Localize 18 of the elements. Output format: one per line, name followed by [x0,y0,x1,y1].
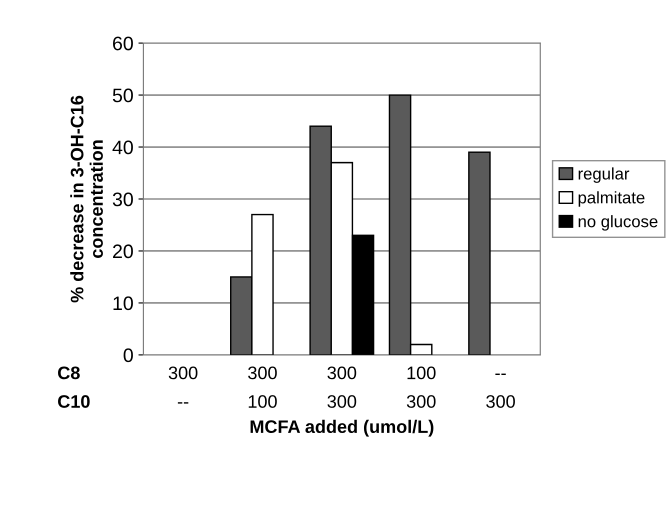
y-tick-label: 0 [124,348,133,362]
text: C8 C10 [58,366,90,408]
y-tick-label: 30 [112,192,133,206]
legend-label: palmitate [578,191,644,207]
y-tick-label: 60 [113,36,133,50]
x-axis-title: MCFA added (umol/L) [250,420,434,437]
category-label: 300 -- [168,366,198,404]
y-tick-label: 10 [114,296,133,310]
x-tick-label: 300 100 [248,366,277,408]
y-tick-label: 40 [112,140,133,154]
legend-label: no glucose [578,215,658,231]
y-axis-title: % decrease in 3-OH-C16 concentration [70,96,103,302]
y-tick-label: 20 [113,244,133,258]
y-tick-label: 50 [112,88,133,102]
x-tick-label: 300 300 [327,366,356,408]
x-tick-label: 100 300 [406,366,436,408]
legend-label: regular [578,167,630,183]
x-tick-label: -- 300 [486,374,515,408]
